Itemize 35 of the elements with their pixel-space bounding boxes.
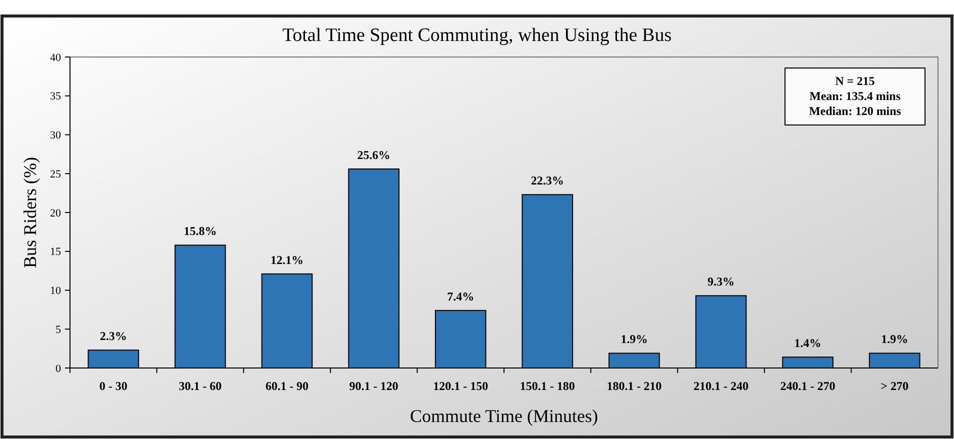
data-label: 15.8% [184, 224, 217, 238]
x-tick-label: > 270 [880, 379, 909, 393]
x-tick-label: 60.1 - 90 [266, 379, 308, 393]
x-tick-label: 30.1 - 60 [178, 379, 222, 393]
y-axis-title: Bus Riders (%) [20, 157, 40, 268]
data-label: 12.1% [270, 252, 304, 267]
x-tick-label: 240.1 - 270 [780, 379, 836, 393]
y-tick-label: 15 [50, 246, 62, 258]
x-tick-label: 0 - 30 [99, 379, 128, 393]
data-label: 25.6% [357, 148, 390, 162]
annotation: Mean: 135.4 mins [810, 89, 901, 103]
y-tick-label: 25 [50, 168, 62, 180]
annotation: N = 215 [835, 74, 875, 88]
data-label: 9.3% [708, 274, 734, 289]
data-label: 1.9% [620, 332, 648, 346]
x-tick-label: 120.1 - 150 [433, 379, 488, 393]
y-tick-label: 20 [50, 207, 62, 220]
x-tick-label: 210.1 - 240 [694, 379, 748, 393]
x-axis-title: Commute Time (Minutes) [410, 406, 598, 426]
x-tick-label: 90.1 - 120 [349, 379, 398, 393]
y-tick-label: 40 [50, 52, 62, 64]
chart-title: Total Time Spent Commuting, when Using the Bus [282, 25, 672, 46]
y-tick-label: 10 [50, 285, 62, 298]
x-tick-label: 180.1 - 210 [606, 379, 662, 393]
y-tick-label: 5 [56, 324, 62, 336]
data-label: 7.4% [447, 289, 474, 304]
y-tick-label: 30 [50, 130, 62, 142]
x-tick-label: 150.1 - 180 [520, 379, 575, 393]
data-label: 1.9% [881, 332, 908, 346]
annotation: Median: 120 mins [808, 104, 902, 118]
data-label: 1.4% [794, 336, 822, 350]
y-tick-label: 35 [50, 90, 62, 103]
data-label: 2.3% [100, 329, 127, 344]
data-label: 22.3% [530, 174, 564, 188]
y-tick-label: 0 [56, 362, 62, 375]
